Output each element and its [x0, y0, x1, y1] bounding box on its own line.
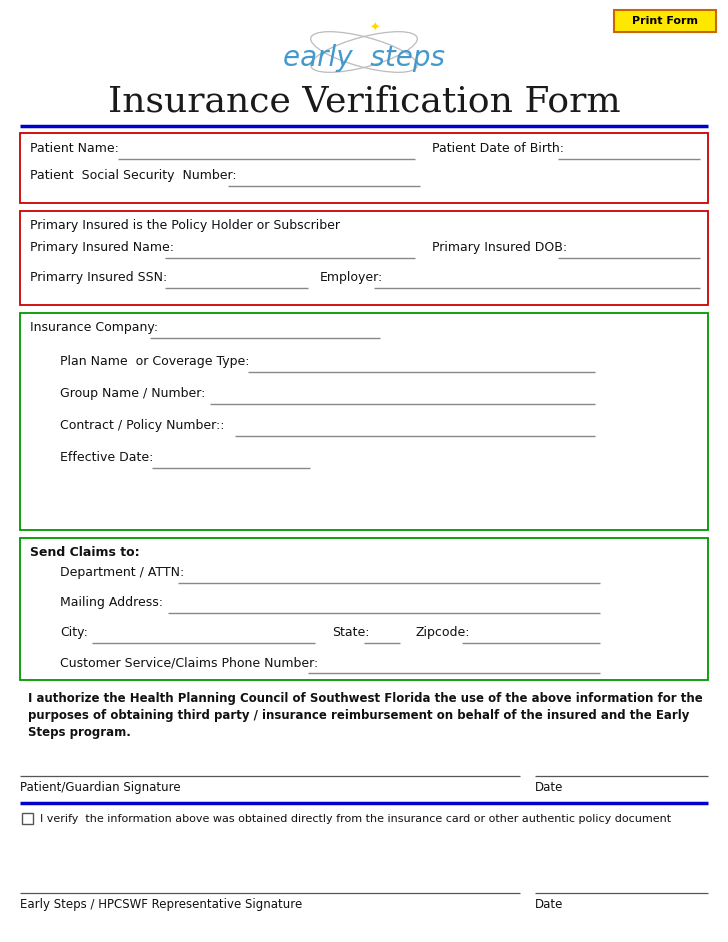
Text: ✦: ✦: [370, 22, 380, 35]
Text: Early Steps / HPCSWF Representative Signature: Early Steps / HPCSWF Representative Sign…: [20, 898, 302, 911]
Text: I authorize the Health Planning Council of Southwest Florida the use of the abov: I authorize the Health Planning Council …: [28, 692, 703, 705]
Text: State:: State:: [332, 626, 370, 639]
Text: Primary Insured Name:: Primary Insured Name:: [30, 241, 174, 254]
Text: Insurance Verification Form: Insurance Verification Form: [108, 85, 620, 119]
Text: purposes of obtaining third party / insurance reimbursement on behalf of the ins: purposes of obtaining third party / insu…: [28, 709, 689, 722]
Text: Patient  Social Security  Number:: Patient Social Security Number:: [30, 169, 237, 182]
Text: Date: Date: [535, 781, 563, 794]
Text: Primarry Insured SSN:: Primarry Insured SSN:: [30, 271, 167, 284]
Text: Patient/Guardian Signature: Patient/Guardian Signature: [20, 781, 181, 794]
Text: Zipcode:: Zipcode:: [415, 626, 470, 639]
Text: Primary Insured is the Policy Holder or Subscriber: Primary Insured is the Policy Holder or …: [30, 219, 340, 232]
Bar: [22, 813, 33, 824]
Text: Group Name / Number:: Group Name / Number:: [60, 387, 205, 400]
Bar: [20, 538, 708, 680]
Bar: [20, 133, 708, 203]
Text: Effective Date:: Effective Date:: [60, 451, 154, 464]
Text: Plan Name  or Coverage Type:: Plan Name or Coverage Type:: [60, 355, 250, 368]
Text: early  steps: early steps: [283, 44, 445, 72]
Text: Mailing Address:: Mailing Address:: [60, 596, 163, 609]
Text: Primary Insured DOB:: Primary Insured DOB:: [432, 241, 567, 254]
Text: Customer Service/Claims Phone Number:: Customer Service/Claims Phone Number:: [60, 656, 318, 669]
Text: Date: Date: [535, 898, 563, 911]
Text: Send Claims to:: Send Claims to:: [30, 546, 140, 559]
Text: Insurance Company:: Insurance Company:: [30, 321, 158, 334]
Bar: [614, 10, 716, 32]
Bar: [20, 211, 708, 305]
Text: Employer:: Employer:: [320, 271, 383, 284]
Text: I verify  the information above was obtained directly from the insurance card or: I verify the information above was obtai…: [40, 814, 671, 824]
Text: Contract / Policy Number::: Contract / Policy Number::: [60, 419, 224, 432]
Bar: [20, 313, 708, 530]
Text: Patient Date of Birth:: Patient Date of Birth:: [432, 142, 564, 155]
Text: Patient Name:: Patient Name:: [30, 142, 119, 155]
Text: Steps program.: Steps program.: [28, 726, 131, 739]
Text: City:: City:: [60, 626, 88, 639]
Text: Department / ATTN:: Department / ATTN:: [60, 566, 184, 579]
Text: Print Form: Print Form: [632, 16, 698, 26]
